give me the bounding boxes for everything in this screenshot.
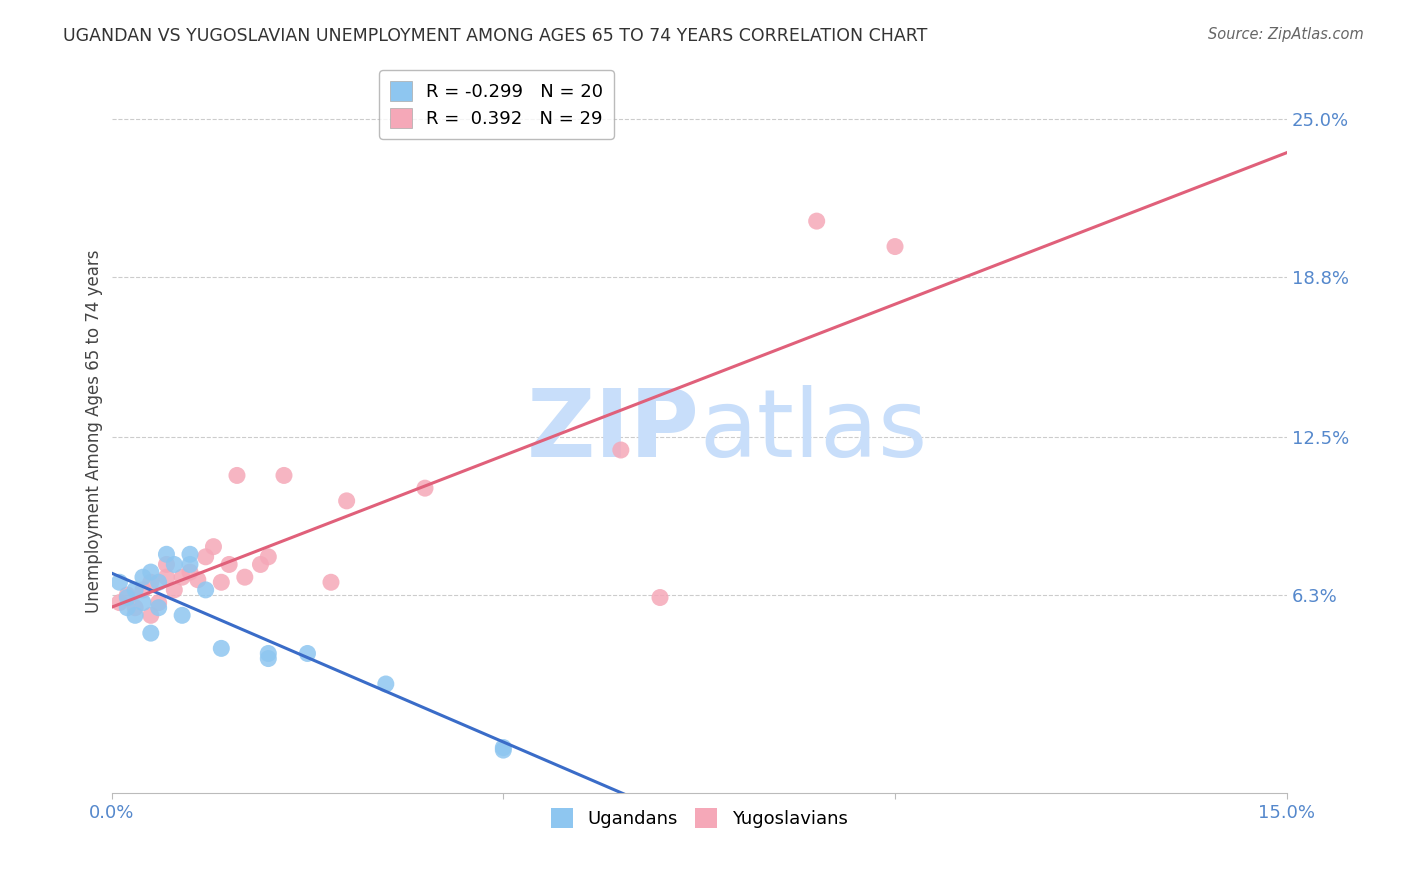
Point [139, 626, 162, 640]
Point [117, 591, 139, 605]
Point [139, 565, 162, 579]
Point [179, 565, 201, 579]
Legend: Ugandans, Yugoslavians: Ugandans, Yugoslavians [544, 801, 855, 835]
Text: atlas: atlas [699, 385, 928, 477]
Point [187, 573, 209, 587]
Point [139, 575, 162, 590]
Point [218, 558, 240, 572]
Point [806, 214, 828, 228]
Point [413, 481, 436, 495]
Point [884, 239, 907, 253]
Point [319, 575, 342, 590]
Text: ZIP: ZIP [526, 385, 699, 477]
Point [148, 600, 170, 615]
Point [132, 582, 155, 597]
Point [194, 582, 217, 597]
Point [257, 647, 280, 661]
Y-axis label: Unemployment Among Ages 65 to 74 years: Unemployment Among Ages 65 to 74 years [86, 249, 103, 613]
Point [148, 575, 170, 590]
Point [117, 600, 139, 615]
Point [249, 558, 271, 572]
Point [492, 740, 515, 755]
Point [132, 596, 155, 610]
Point [209, 641, 232, 656]
Point [163, 558, 186, 572]
Point [273, 468, 295, 483]
Point [297, 647, 319, 661]
Point [132, 570, 155, 584]
Point [124, 608, 146, 623]
Point [172, 570, 194, 584]
Point [179, 558, 201, 572]
Point [155, 547, 177, 561]
Point [179, 547, 201, 561]
Point [233, 570, 256, 584]
Point [155, 570, 177, 584]
Point [209, 575, 232, 590]
Point [610, 442, 633, 457]
Point [202, 540, 225, 554]
Point [226, 468, 249, 483]
Point [124, 600, 146, 615]
Point [117, 588, 139, 602]
Point [492, 743, 515, 757]
Point [155, 558, 177, 572]
Point [374, 677, 396, 691]
Point [108, 596, 131, 610]
Point [336, 494, 359, 508]
Text: UGANDAN VS YUGOSLAVIAN UNEMPLOYMENT AMONG AGES 65 TO 74 YEARS CORRELATION CHART: UGANDAN VS YUGOSLAVIAN UNEMPLOYMENT AMON… [63, 27, 928, 45]
Point [163, 582, 186, 597]
Point [257, 549, 280, 564]
Text: Source: ZipAtlas.com: Source: ZipAtlas.com [1208, 27, 1364, 42]
Point [172, 608, 194, 623]
Point [124, 582, 146, 597]
Point [257, 651, 280, 665]
Point [194, 549, 217, 564]
Point [139, 608, 162, 623]
Point [648, 591, 671, 605]
Point [148, 596, 170, 610]
Point [108, 575, 131, 590]
